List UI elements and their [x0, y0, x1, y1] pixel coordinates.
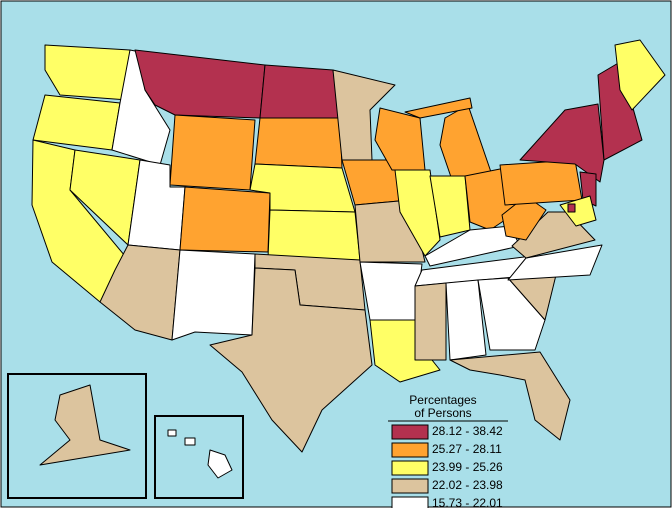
- state: [449, 351, 571, 441]
- state: [32, 94, 121, 151]
- legend-title: of Persons: [414, 406, 471, 420]
- state: [359, 261, 423, 321]
- state: [44, 44, 131, 101]
- legend-label: 15.73 - 22.01: [432, 496, 503, 508]
- state: [567, 203, 576, 213]
- legend-label: 23.99 - 25.26: [432, 460, 503, 474]
- legend-label: 25.27 - 28.11: [432, 442, 502, 456]
- legend-swatch: [391, 478, 429, 494]
- state: [184, 437, 196, 446]
- state: [259, 64, 341, 119]
- legend: Percentages of Persons 28.12 - 38.42 25.2…: [388, 393, 508, 508]
- legend-swatch: [391, 460, 429, 476]
- legend-swatch: [391, 424, 429, 440]
- legend-swatch: [391, 496, 429, 508]
- hawaii-inset: [154, 415, 244, 499]
- state: [171, 249, 256, 341]
- state: [507, 244, 603, 281]
- legend-swatch: [391, 442, 429, 458]
- state: [169, 114, 256, 191]
- state: [179, 186, 271, 253]
- state: [394, 169, 441, 257]
- state: [614, 39, 666, 111]
- state: [167, 429, 177, 437]
- state: [267, 209, 361, 261]
- legend-label: 22.02 - 23.98: [432, 478, 503, 492]
- states: [31, 39, 666, 479]
- state: [207, 449, 233, 479]
- alaska-inset: [7, 373, 147, 499]
- state: [477, 277, 546, 351]
- state: [499, 159, 583, 206]
- state: [445, 279, 487, 361]
- state: [209, 267, 373, 453]
- legend-title: Percentages: [409, 393, 476, 407]
- state: [414, 282, 447, 361]
- state: [404, 97, 473, 119]
- legend-label: 28.12 - 38.42: [432, 424, 503, 438]
- state: [332, 69, 396, 161]
- state: [39, 384, 131, 466]
- state: [254, 117, 343, 169]
- state: [597, 61, 643, 161]
